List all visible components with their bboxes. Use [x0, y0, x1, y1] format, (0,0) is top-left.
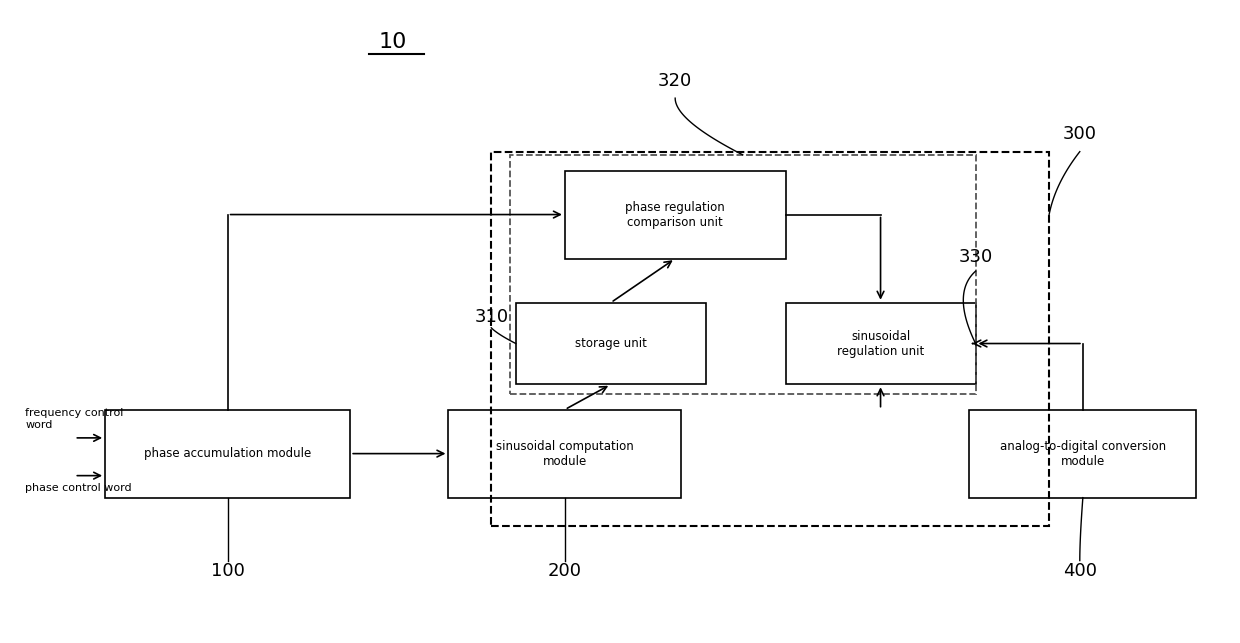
Text: 200: 200: [548, 562, 582, 580]
FancyBboxPatch shape: [565, 170, 785, 258]
Text: 400: 400: [1063, 562, 1097, 580]
FancyBboxPatch shape: [970, 410, 1197, 498]
Text: phase accumulation module: phase accumulation module: [144, 447, 311, 460]
Text: storage unit: storage unit: [575, 337, 647, 350]
FancyBboxPatch shape: [105, 410, 350, 498]
Text: 310: 310: [474, 307, 508, 325]
FancyBboxPatch shape: [785, 303, 976, 385]
FancyBboxPatch shape: [516, 303, 706, 385]
Text: 300: 300: [1063, 125, 1097, 143]
Text: 320: 320: [658, 71, 692, 89]
Text: sinusoidal
regulation unit: sinusoidal regulation unit: [837, 329, 924, 358]
Text: phase regulation
comparison unit: phase regulation comparison unit: [625, 201, 725, 228]
Text: frequency control
word: frequency control word: [25, 408, 124, 430]
Text: 10: 10: [379, 32, 408, 51]
Text: 100: 100: [211, 562, 244, 580]
Text: sinusoidal computation
module: sinusoidal computation module: [496, 440, 634, 467]
Text: 330: 330: [959, 248, 993, 266]
Text: phase control word: phase control word: [25, 483, 131, 493]
Text: analog-to-digital conversion
module: analog-to-digital conversion module: [999, 440, 1166, 467]
FancyBboxPatch shape: [449, 410, 681, 498]
